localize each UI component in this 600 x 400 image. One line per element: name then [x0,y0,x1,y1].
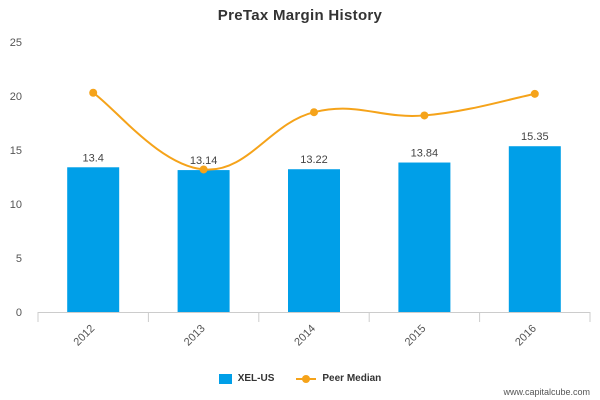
bar-value-label: 13.14 [190,155,218,167]
legend-item-line[interactable]: Peer Median [296,373,381,384]
y-tick-label: 0 [16,307,22,319]
bar[interactable] [508,146,561,312]
bar-value-label: 13.22 [300,154,328,166]
y-tick-label: 25 [10,37,22,49]
y-tick-label: 10 [10,199,22,211]
peer-median-line [92,91,535,171]
source-watermark: www.capitalcube.com [503,387,590,397]
bar-value-label: 13.4 [82,152,103,164]
bar[interactable] [398,162,451,312]
legend-swatch-bar [218,373,232,384]
legend-label-line: Peer Median [322,373,382,384]
line-series [89,88,539,174]
legend: XEL-US Peer Median [0,373,600,384]
bar-series [67,146,561,312]
legend-swatch-line [296,374,317,384]
chart-title: PreTax Margin History [217,7,383,24]
y-tick-label: 15 [10,145,22,157]
x-tick-label: 2012 [72,323,98,349]
legend-item-bar[interactable]: XEL-US [218,373,275,384]
bar[interactable] [177,170,230,312]
peer-median-point[interactable] [199,165,208,174]
x-tick-label: 2013 [182,323,208,349]
bar-value-label: 13.84 [411,148,439,160]
x-tick-label: 2014 [292,323,318,349]
bar[interactable] [67,167,120,312]
peer-median-point[interactable] [530,89,539,98]
peer-median-point[interactable] [89,88,98,97]
x-axis: 2012 2013 2014 2015 2016 [37,312,591,349]
y-tick-label: 20 [10,91,22,103]
y-axis: 0 5 10 15 20 25 [10,37,22,319]
x-tick-label: 2015 [403,323,429,349]
y-tick-label: 5 [16,253,22,265]
bar-value-labels: 13.4 13.14 13.22 13.84 15.35 [82,131,548,167]
peer-median-point[interactable] [420,111,429,120]
legend-label-bar: XEL-US [237,373,275,384]
x-tick-label: 2016 [513,323,539,349]
bar[interactable] [288,169,340,312]
bar-value-label: 15.35 [521,131,549,143]
peer-median-point[interactable] [310,108,318,117]
